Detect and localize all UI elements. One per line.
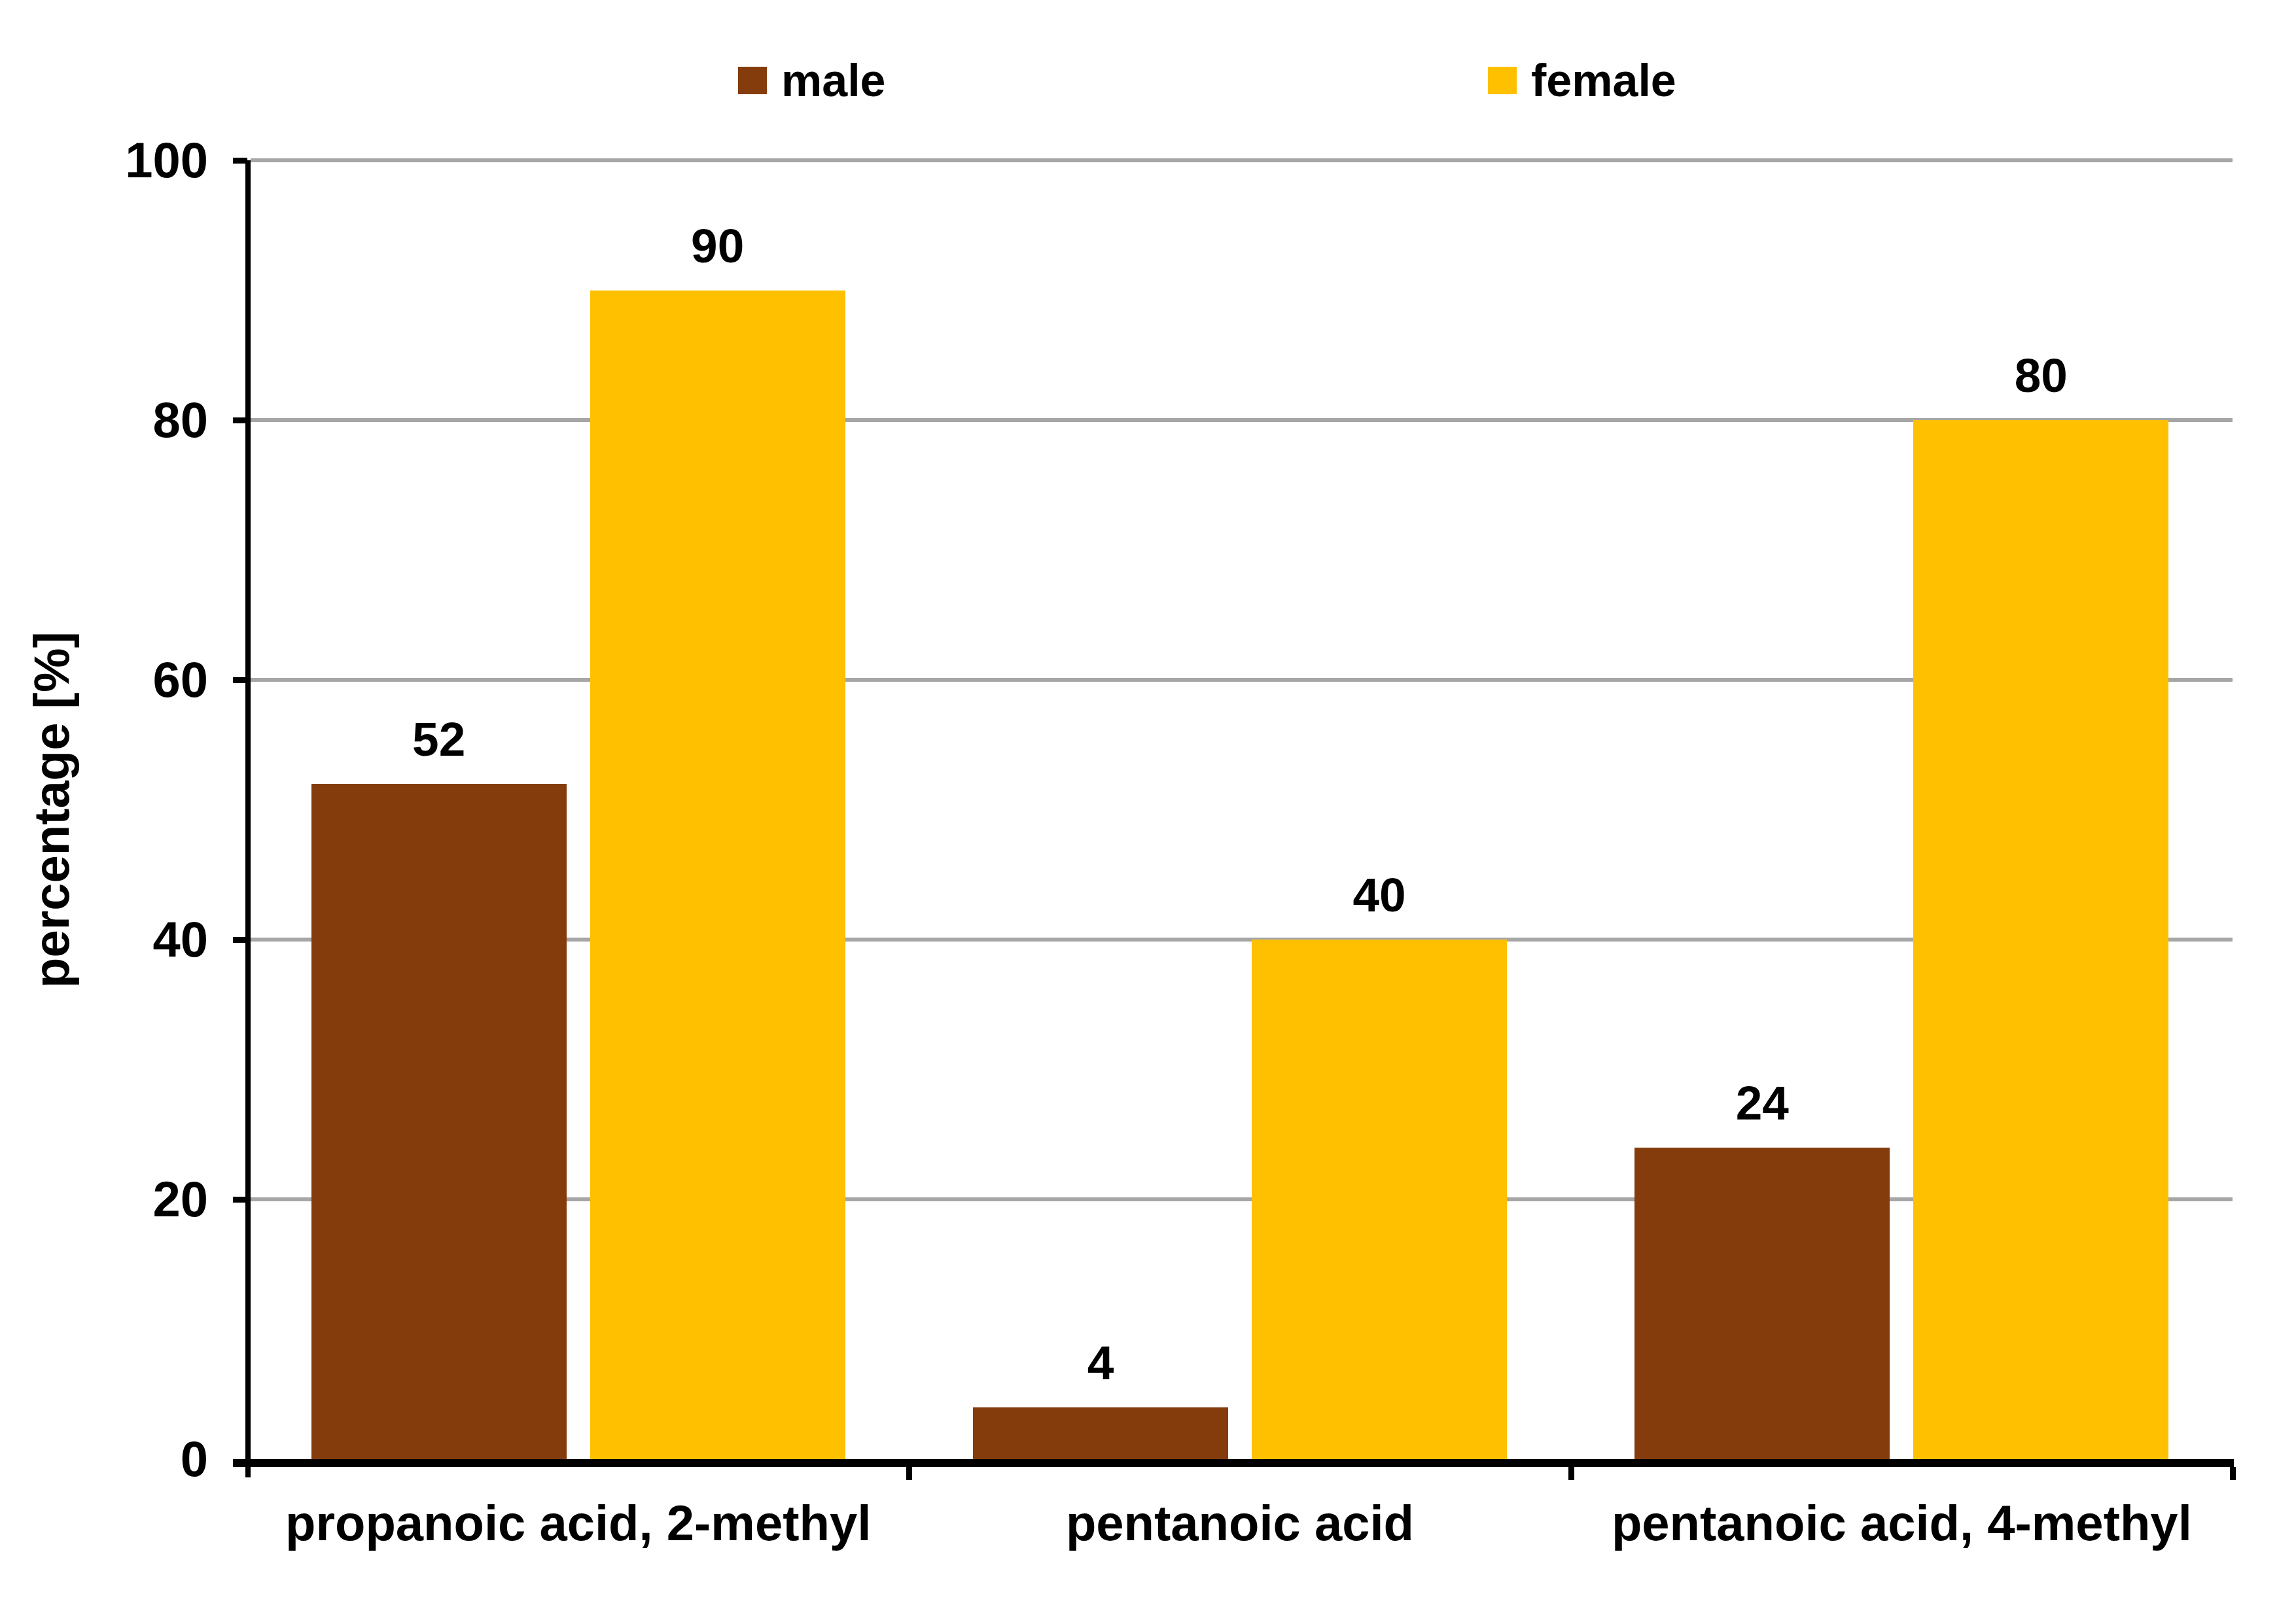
bar-female-1 bbox=[1252, 940, 1507, 1460]
category-label-0: propanoic acid, 2-methyl bbox=[247, 1493, 909, 1553]
y-axis-line bbox=[245, 160, 251, 1477]
plot-area: 020406080100propanoic acid, 2-methyl5290… bbox=[0, 0, 2296, 1622]
legend-item-male: male bbox=[738, 58, 886, 103]
legend-swatch-female-icon bbox=[1488, 67, 1517, 94]
bar-female-0 bbox=[590, 291, 845, 1460]
x-tick-3 bbox=[2230, 1467, 2236, 1480]
value-label-female-0: 90 bbox=[587, 217, 849, 275]
value-label-female-2: 80 bbox=[1910, 347, 2172, 404]
bar-male-2 bbox=[1634, 1148, 1890, 1460]
legend-swatch-male-icon bbox=[738, 67, 767, 94]
value-label-male-1: 4 bbox=[970, 1334, 1231, 1392]
x-tick-2 bbox=[1568, 1467, 1574, 1480]
chart-root: male female percentage [%] 020406080100p… bbox=[0, 0, 2296, 1622]
legend-item-female: female bbox=[1488, 58, 1676, 103]
category-label-1: pentanoic acid bbox=[909, 1493, 1570, 1553]
bar-male-1 bbox=[973, 1407, 1228, 1460]
y-axis-title: percentage [%] bbox=[20, 160, 82, 1459]
bar-male-0 bbox=[311, 784, 567, 1460]
legend-label-female: female bbox=[1531, 54, 1676, 107]
x-axis-line bbox=[233, 1459, 2234, 1467]
bar-female-2 bbox=[1913, 420, 2168, 1460]
value-label-male-0: 52 bbox=[308, 711, 570, 768]
gridline-100 bbox=[251, 158, 2233, 162]
legend-label-male: male bbox=[781, 54, 886, 107]
value-label-male-2: 24 bbox=[1631, 1074, 1893, 1132]
value-label-female-1: 40 bbox=[1248, 866, 1510, 924]
category-label-2: pentanoic acid, 4-methyl bbox=[1571, 1493, 2233, 1553]
x-tick-1 bbox=[906, 1467, 912, 1480]
